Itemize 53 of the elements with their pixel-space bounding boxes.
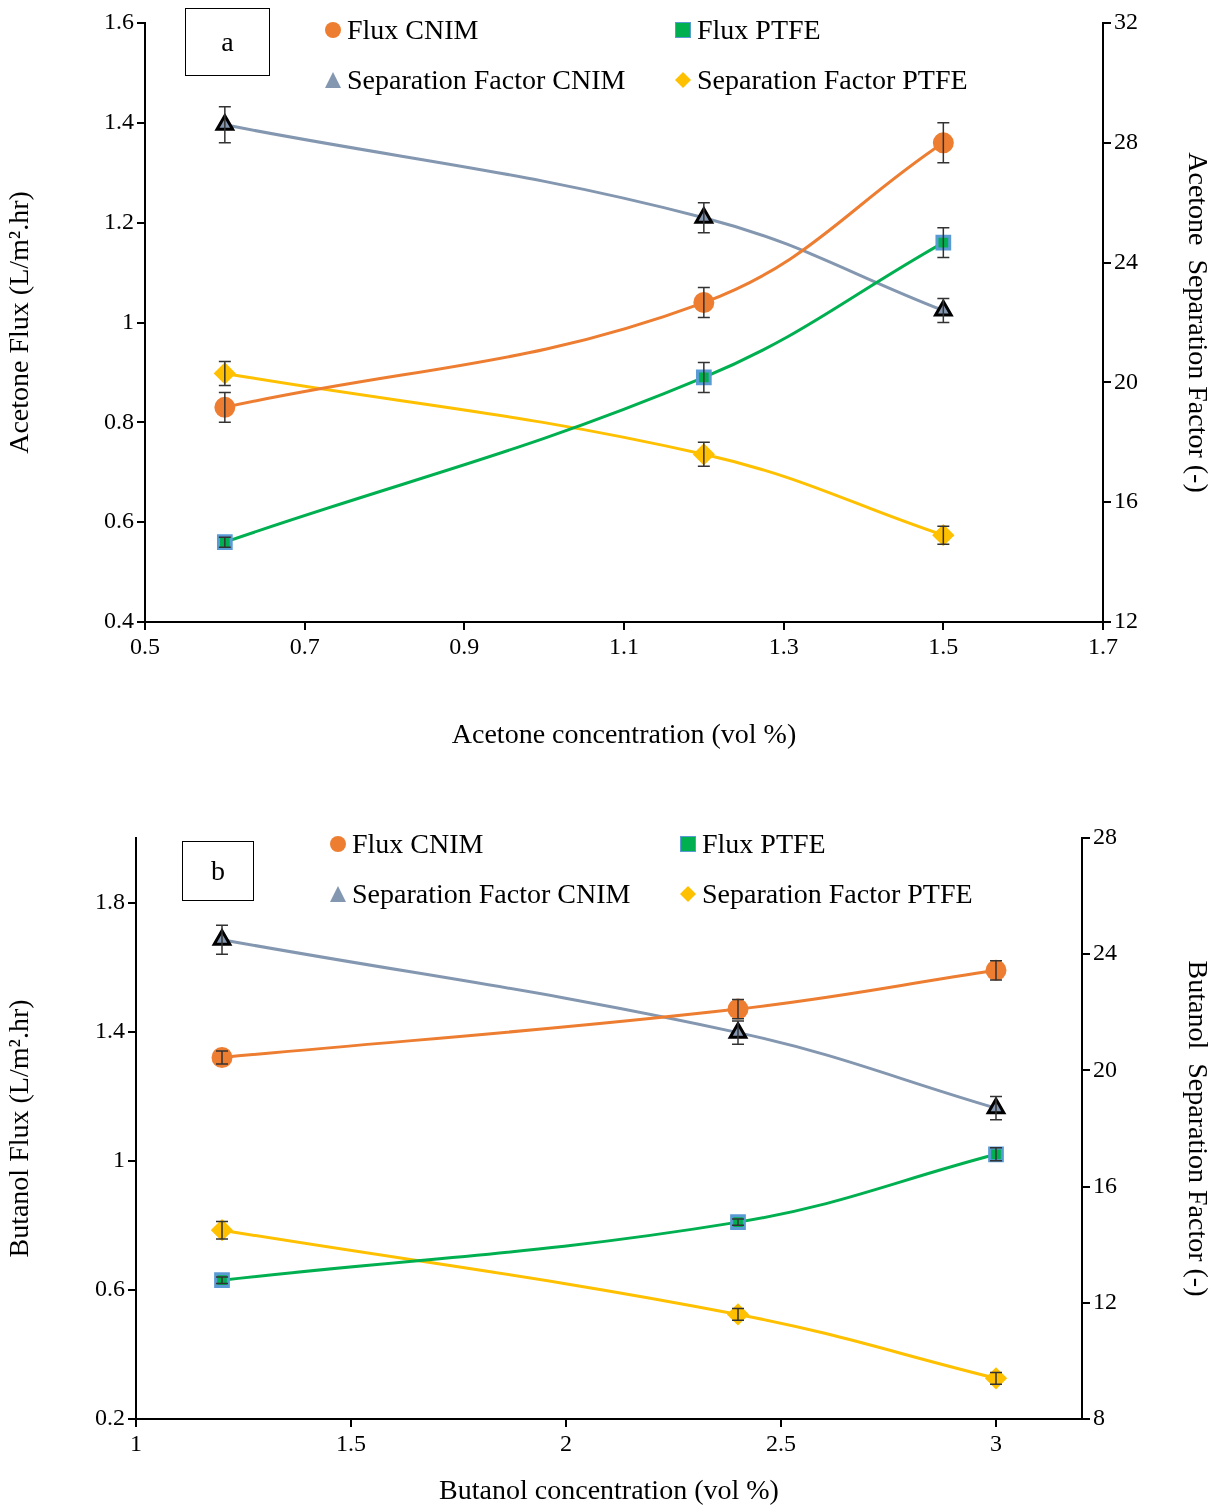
y2-tick-label: 32 [1114, 8, 1138, 35]
x-tick-label: 1.5 [336, 1429, 366, 1456]
x-tick-label: 1.7 [1088, 632, 1118, 659]
x-tick-label: 3 [990, 1429, 1002, 1456]
y2-tick-label: 12 [1093, 1288, 1117, 1315]
x-axis-title: Acetone concentration (vol %) [451, 717, 797, 749]
y-axis-title: Butanol Flux (L/m².hr) [3, 999, 35, 1258]
point [935, 234, 952, 251]
y2-tick-label: 16 [1114, 487, 1138, 514]
y-tick-label: 0.6 [95, 1275, 125, 1302]
y2-axis-title: Butanol Separation Factor (-) [1182, 960, 1214, 1297]
legend-label: Flux PTFE [702, 828, 826, 860]
y-tick-label: 1 [122, 307, 134, 334]
y-tick-label: 1.2 [104, 207, 134, 234]
x-axis-title: Butanol concentration (vol %) [439, 1473, 779, 1505]
x-tick-label: 2 [560, 1429, 572, 1456]
legend-label: Flux CNIM [347, 14, 479, 46]
x-tick-label: 1.1 [609, 632, 639, 659]
y-tick-label: 1 [113, 1146, 125, 1173]
y-tick-label: 1.4 [104, 108, 134, 135]
y-tick-label: 0.8 [104, 407, 134, 434]
x-tick-label: 2.5 [766, 1429, 796, 1456]
annotation: b [182, 841, 254, 901]
x-tick-label: 0.7 [289, 632, 320, 659]
legend-label: Separation Factor CNIM [352, 878, 631, 910]
legend-label: Separation Factor PTFE [697, 64, 968, 96]
legend-label: Separation Factor PTFE [702, 878, 973, 910]
x-tick-label: 1.5 [928, 632, 959, 659]
y-tick-label: 0.4 [104, 607, 134, 634]
y2-tick-label: 28 [1093, 823, 1117, 850]
y2-tick-label: 12 [1114, 607, 1138, 634]
legend-label: Flux PTFE [697, 14, 821, 46]
y2-tick-label: 24 [1093, 939, 1117, 966]
y2-tick-label: 24 [1114, 247, 1138, 274]
y2-tick-label: 16 [1093, 1171, 1117, 1198]
legend-label: Separation Factor CNIM [347, 64, 626, 96]
y-tick-label: 0.6 [104, 507, 134, 534]
y-tick-label: 1.8 [95, 887, 125, 914]
y-axis-title: Acetone Flux (L/m².hr) [3, 191, 35, 454]
y2-tick-label: 20 [1114, 367, 1138, 394]
y-tick-label: 0.2 [95, 1404, 125, 1431]
y2-tick-label: 20 [1093, 1055, 1117, 1082]
y-tick-label: 1.4 [95, 1016, 125, 1043]
y2-tick-label: 28 [1114, 128, 1138, 155]
y-tick-label: 1.6 [104, 8, 134, 35]
y2-axis-title: Acetone Separation Factor (-) [1182, 152, 1214, 493]
x-tick-label: 0.9 [449, 632, 480, 659]
y2-tick-label: 8 [1093, 1404, 1105, 1431]
legend-label: Flux CNIM [352, 828, 484, 860]
x-tick-label: 1.3 [768, 632, 799, 659]
annotation: a [185, 8, 270, 76]
point [932, 132, 954, 154]
x-tick-label: 0.5 [130, 632, 160, 659]
